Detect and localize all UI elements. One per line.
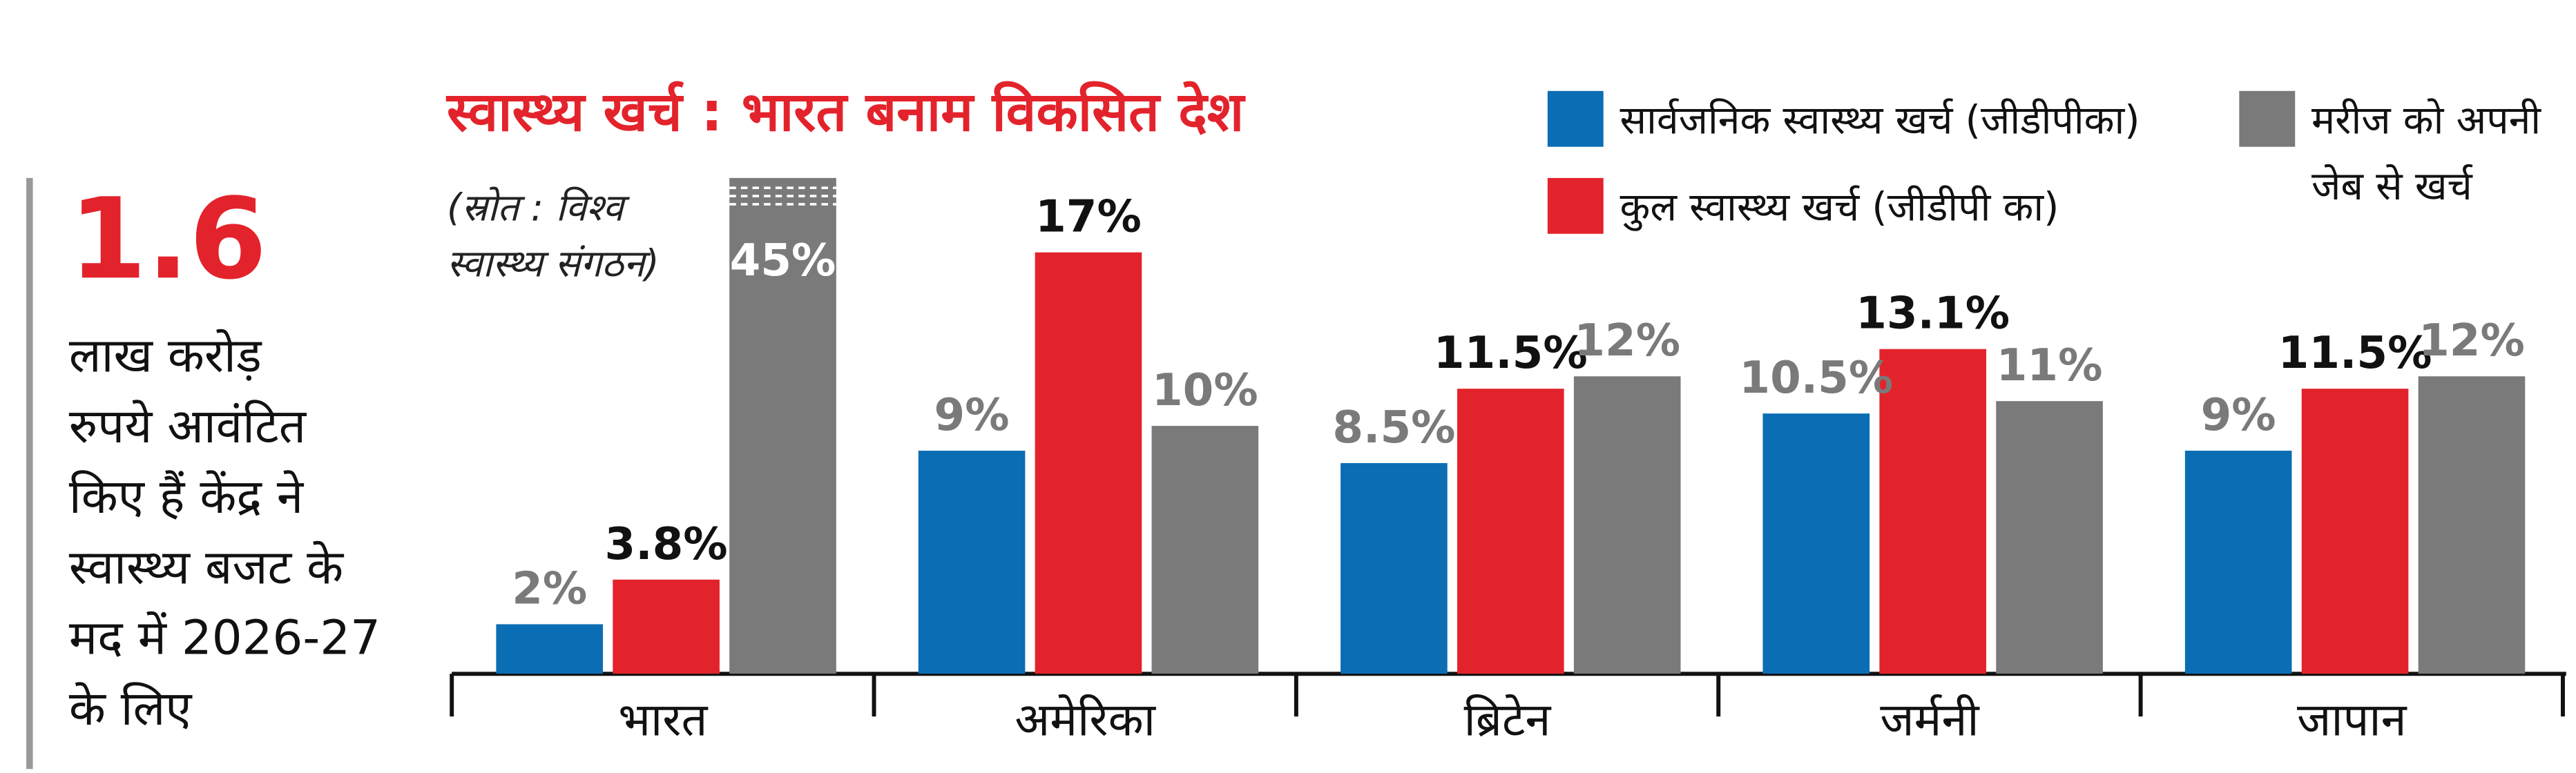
- legend-swatch: [1547, 90, 1604, 147]
- bar: [496, 624, 604, 674]
- x-tick-label: भारत: [618, 693, 708, 747]
- bar: [2418, 376, 2526, 674]
- bar: [1035, 252, 1142, 674]
- source-box: (स्रोत : विश्व स्वास्थ्य संगठन): [447, 188, 660, 286]
- legend-swatch: [2239, 90, 2296, 147]
- legend-swatch: [1547, 177, 1604, 234]
- bar: [1340, 462, 1448, 674]
- bar: [1879, 349, 1987, 674]
- value-label: 17%: [1035, 191, 1142, 243]
- value-label: 9%: [934, 389, 1010, 441]
- bar: [918, 451, 1026, 674]
- value-label: 9%: [2201, 389, 2276, 441]
- bar: [1457, 389, 1564, 674]
- x-tick-label: ब्रिटेन: [1464, 693, 1552, 747]
- legend-label: कुल स्वास्थ्य खर्च (जीडीपी का): [1619, 184, 2059, 231]
- value-label: 10.5%: [1739, 352, 1893, 404]
- value-label: 10%: [1152, 364, 1258, 416]
- bar: [1573, 376, 1681, 674]
- bar: [2184, 451, 2292, 674]
- legend-label: सार्वजनिक स्वास्थ्य खर्च (जीडीपीका): [1619, 97, 2140, 144]
- value-label: 11.5%: [2278, 327, 2432, 379]
- bar: [2301, 389, 2409, 674]
- value-label: 13.1%: [1856, 288, 2010, 340]
- value-label: 11%: [1997, 340, 2103, 391]
- legend-label-box: सार्वजनिक स्वास्थ्य खर्च (जीडीपीका): [1619, 97, 2140, 144]
- bar: [1996, 401, 2103, 674]
- bar: [1151, 426, 1259, 674]
- bars: [496, 177, 2526, 674]
- sidebar-text: लाख करोड़: [69, 329, 262, 384]
- sidebar-text: स्वास्थ्य बजट के: [69, 540, 344, 595]
- sidebar-text: रुपये आवंटित: [69, 399, 307, 454]
- sidebar-figure: 1.6: [69, 175, 267, 304]
- value-label: 45%: [730, 235, 836, 286]
- sidebar-text: के लिए: [69, 681, 193, 736]
- bar: [1762, 413, 1870, 674]
- value-label: 12%: [2419, 315, 2525, 366]
- legend-label: मरीज को अपनी जेब से खर्च: [2311, 97, 2541, 210]
- chart-title: स्वास्थ्य खर्च : भारत बनाम विकसित देश: [445, 80, 1246, 144]
- value-label: 11.5%: [1434, 327, 1588, 379]
- bar: [613, 579, 720, 674]
- source: (स्रोत : विश्व स्वास्थ्य संगठन): [447, 188, 660, 286]
- value-label: 3.8%: [605, 518, 728, 570]
- x-tick-label: जापान: [2297, 693, 2407, 747]
- legend-label-box: मरीज को अपनी जेब से खर्च: [2311, 97, 2541, 210]
- sidebar-text: मद में 2026-27: [69, 611, 381, 666]
- value-label: 8.5%: [1332, 402, 1455, 453]
- x-tick-label: जर्मनी: [1880, 693, 1980, 747]
- x-tick-label: अमेरिका: [1015, 693, 1156, 747]
- value-label: 12%: [1574, 315, 1680, 366]
- legend-label-box: कुल स्वास्थ्य खर्च (जीडीपी का): [1619, 184, 2059, 231]
- value-label: 2%: [512, 562, 587, 614]
- bar: [729, 177, 836, 674]
- sidebar-text: किए हैं केंद्र ने: [69, 469, 305, 525]
